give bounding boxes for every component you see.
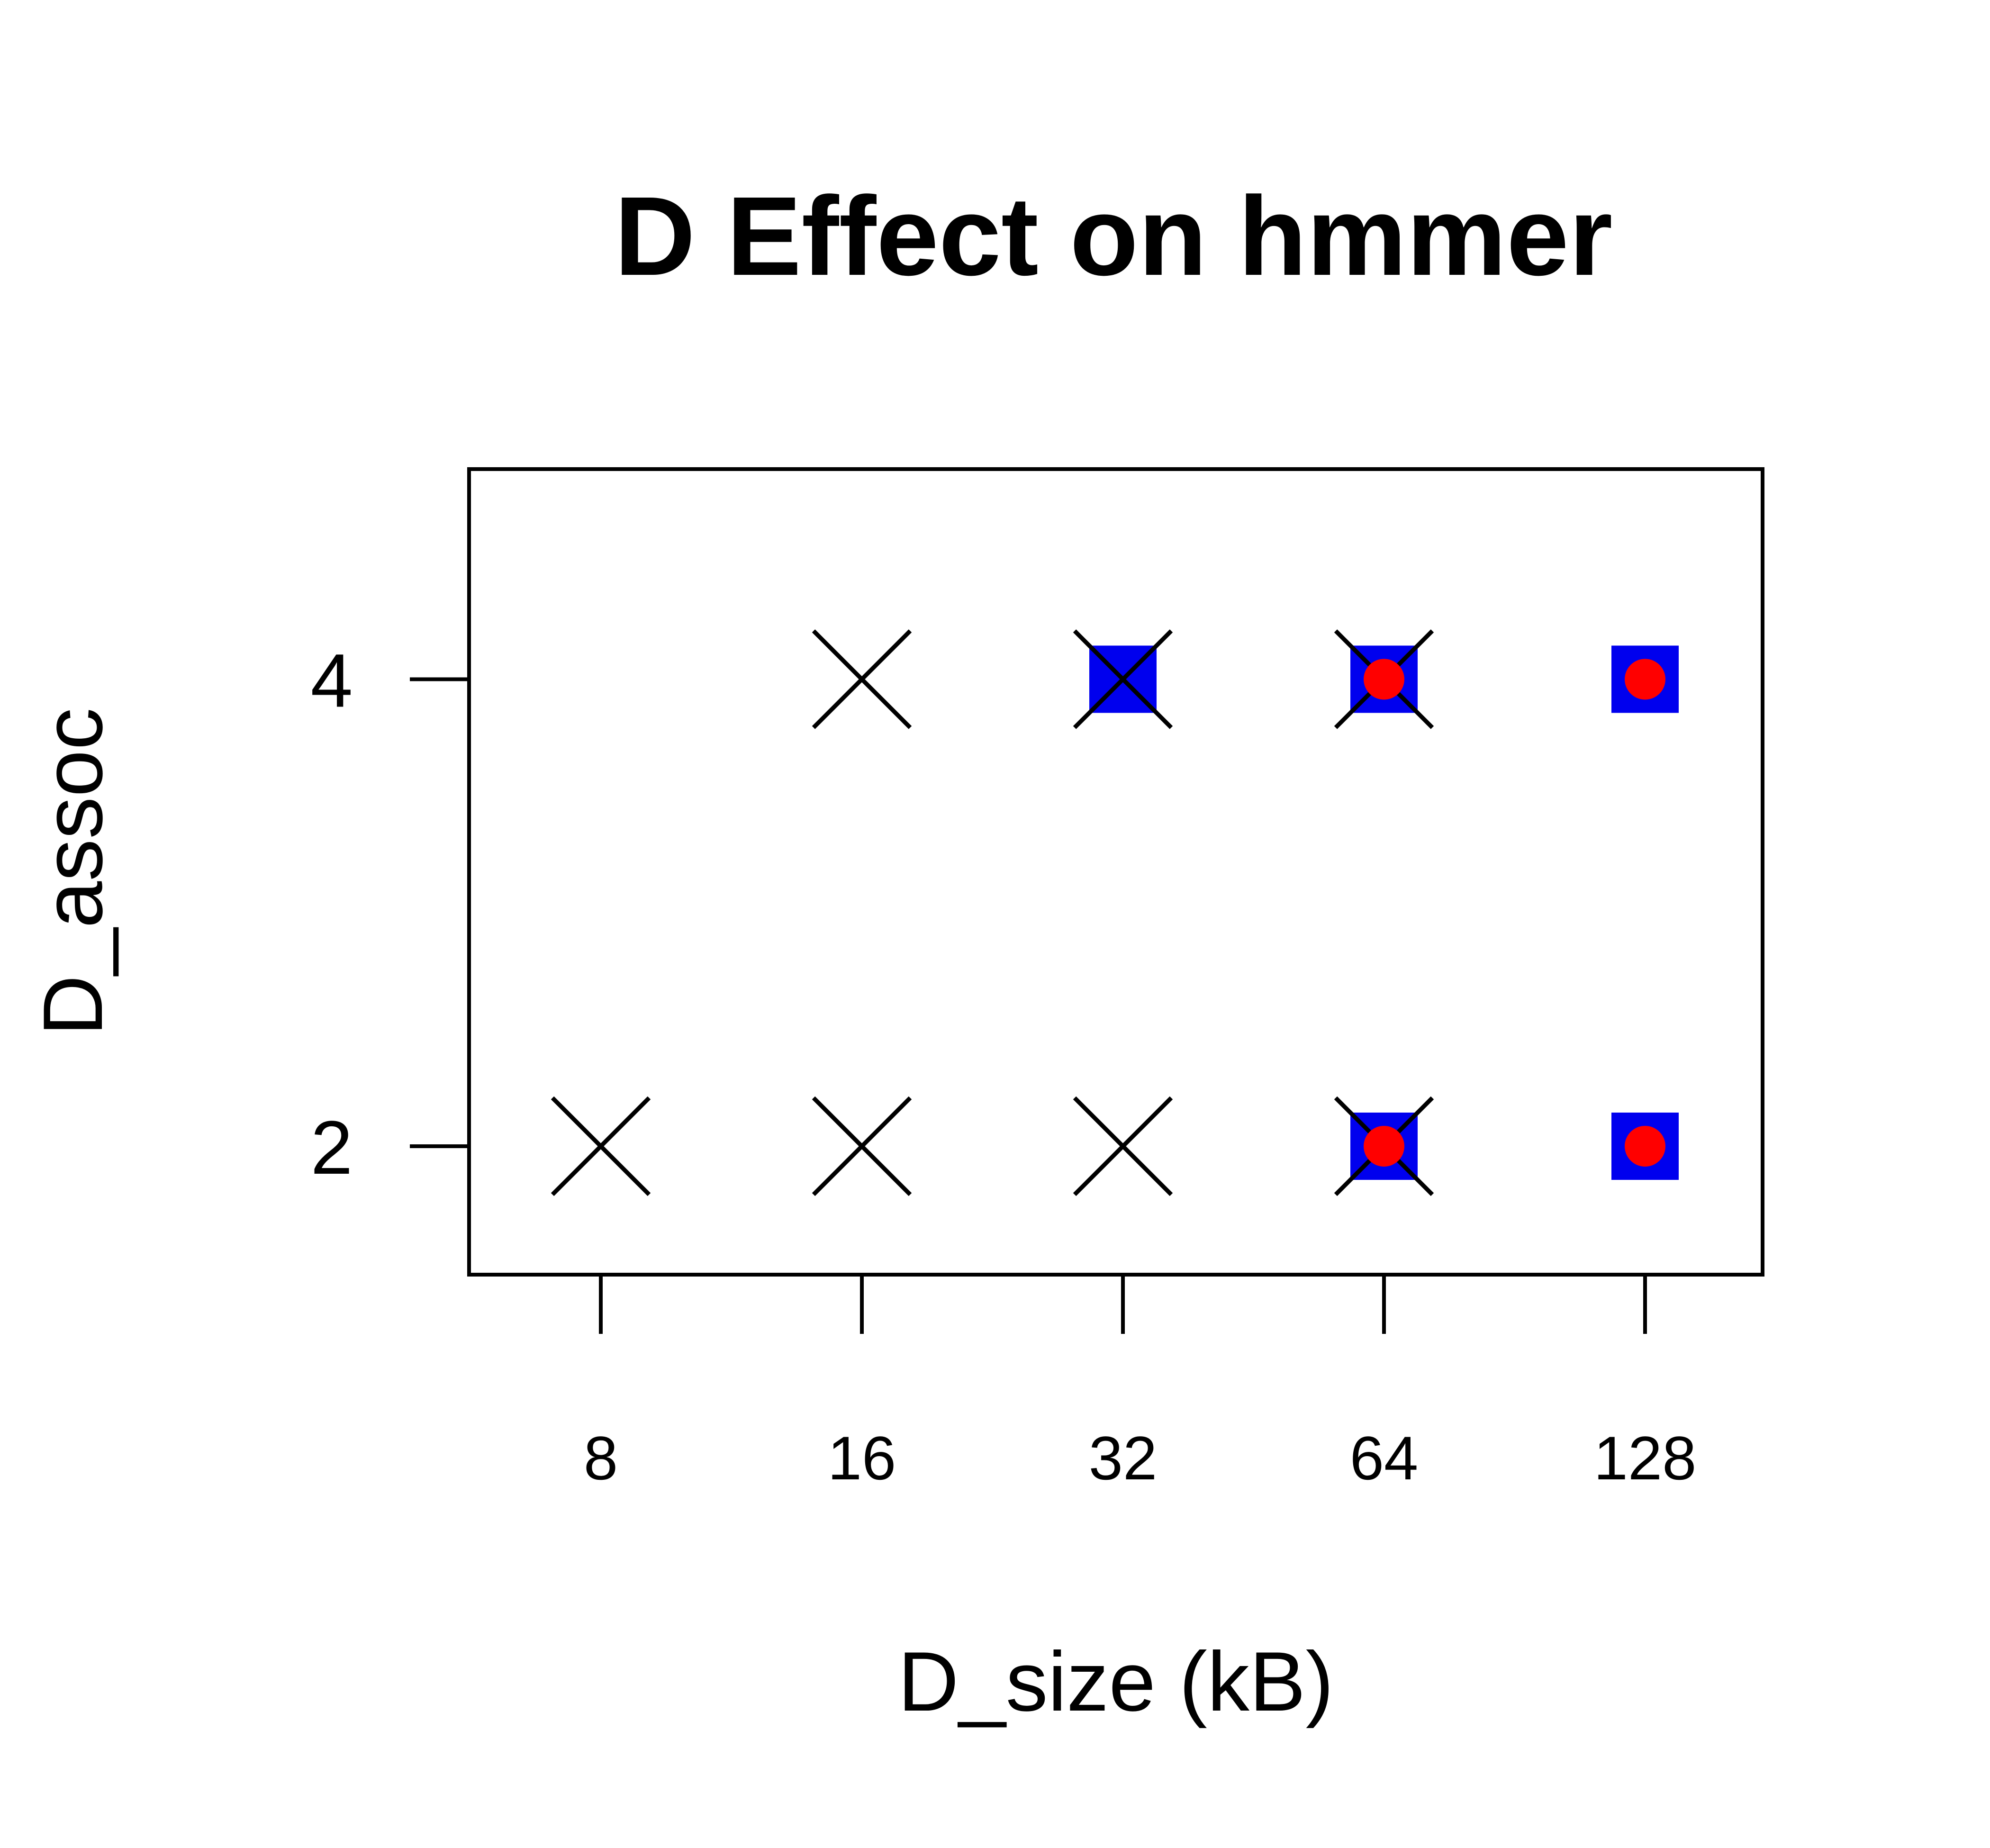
dot-marker-128-4 bbox=[1625, 659, 1665, 700]
x-tick-label-8: 8 bbox=[584, 1423, 618, 1493]
x-tick-label-16: 16 bbox=[828, 1423, 896, 1493]
cross-stroke-b bbox=[1073, 629, 1173, 729]
plot-markers bbox=[551, 629, 1679, 1196]
cross-stroke-b bbox=[812, 1096, 912, 1196]
cross-stroke-b bbox=[812, 629, 912, 729]
dot-marker-128-2 bbox=[1625, 1125, 1665, 1167]
y-axis: 24 bbox=[311, 638, 469, 1190]
plot-frame bbox=[467, 467, 1764, 1277]
y-axis-label: D_assoc bbox=[26, 708, 120, 1036]
x-axis-label: D_size (kB) bbox=[898, 1634, 1334, 1729]
x-tick-label-128: 128 bbox=[1594, 1423, 1697, 1493]
cross-stroke-b bbox=[551, 1096, 651, 1196]
x-axis: 8 16 32 64 128 bbox=[584, 1275, 1697, 1493]
y-tick-label-2: 2 bbox=[311, 1105, 353, 1190]
cross-marker-16-2 bbox=[812, 1096, 912, 1196]
cross-marker-32-4 bbox=[1073, 629, 1173, 729]
y-tick-label-4: 4 bbox=[311, 638, 353, 723]
dot-marker-64-2 bbox=[1364, 1125, 1404, 1167]
cross-stroke-b bbox=[1073, 1096, 1173, 1196]
cross-marker-8-2 bbox=[551, 1096, 651, 1196]
x-tick-label-32: 32 bbox=[1089, 1423, 1158, 1493]
x-tick-label-64: 64 bbox=[1350, 1423, 1419, 1493]
dot-marker-64-4 bbox=[1364, 659, 1404, 700]
cross-marker-32-2 bbox=[1073, 1096, 1173, 1196]
cross-marker-16-4 bbox=[812, 629, 912, 729]
chart-title: D Effect on hmmer bbox=[615, 173, 1613, 299]
